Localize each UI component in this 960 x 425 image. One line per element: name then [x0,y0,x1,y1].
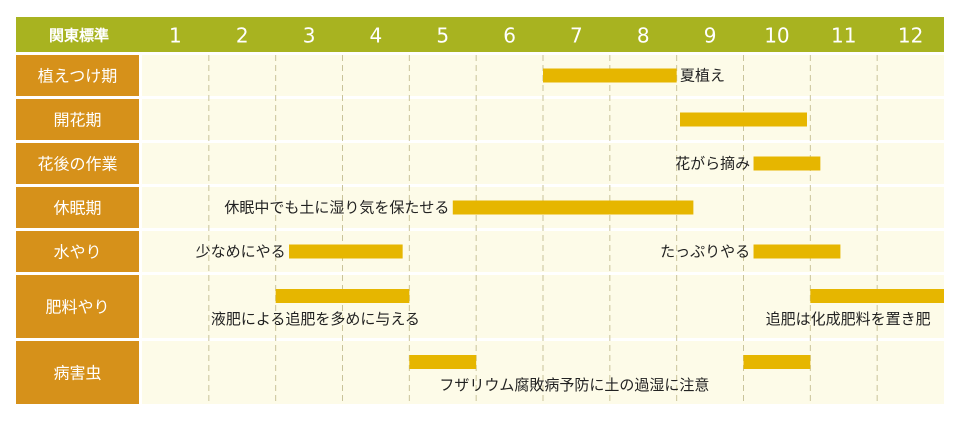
schedule-bar [452,200,694,215]
row-label-cell [16,341,139,404]
schedule-bars [275,68,944,369]
row-label: 植えつけ期 [38,67,118,86]
schedule-bar [810,289,944,303]
bar-annotation: 休眠中でも土に湿り気を保たせる [224,199,449,217]
row-label-cell [16,55,139,96]
row-label-cell [16,187,139,228]
row-label: 開花期 [53,111,101,130]
month-tick-label: 8 [637,24,650,48]
row-label-cell [16,231,139,272]
schedule-bar [289,244,403,259]
row-label: 病害虫 [53,364,101,383]
month-tick-label: 3 [303,24,316,48]
month-tick-label: 1 [169,24,182,48]
row-label: 休眠期 [53,199,101,218]
bar-annotation: 花がら摘み [675,155,750,173]
month-tick-label: 7 [570,24,583,48]
row-label-cell [16,143,139,184]
row-label: 肥料やり [45,298,109,317]
bar-annotation: 液肥による追肥を多めに与える [211,310,420,328]
row-label: 花後の作業 [37,155,117,174]
month-tick-label: 12 [898,24,923,48]
row-label-cell [16,99,139,140]
schedule-bar [680,112,807,127]
bar-annotation: 少なめにやる [196,243,286,261]
month-tick-label: 5 [436,24,449,48]
month-tick-label: 4 [370,24,383,48]
region-label: 関東標準 [49,27,109,45]
bar-annotation: フザリウム腐敗病予防に土の過湿に注意 [439,376,709,394]
schedule-bar [743,355,811,369]
bar-annotation: たっぷりやる [660,243,750,261]
header-background [16,17,944,52]
month-tick-label: 10 [764,24,789,48]
schedule-bar [753,156,821,171]
month-header: 関東標準 1 2 3 4 5 6 7 8 9 10 11 12 [16,17,944,52]
month-gridlines [208,21,878,404]
schedule-bar [543,68,677,83]
month-tick-label: 11 [831,24,856,48]
row-label: 水やり [53,243,101,262]
schedule-bar [409,355,477,369]
month-tick-label: 2 [236,24,249,48]
bar-annotation: 追肥は化成肥料を置き肥 [766,310,931,328]
schedule-bar [753,244,841,259]
row-background [142,341,944,404]
bar-annotation: 夏植え [680,67,725,85]
month-tick-label: 6 [503,24,516,48]
schedule-bar [275,289,410,303]
row-label-cell [16,275,139,338]
month-tick-label: 9 [704,24,717,48]
